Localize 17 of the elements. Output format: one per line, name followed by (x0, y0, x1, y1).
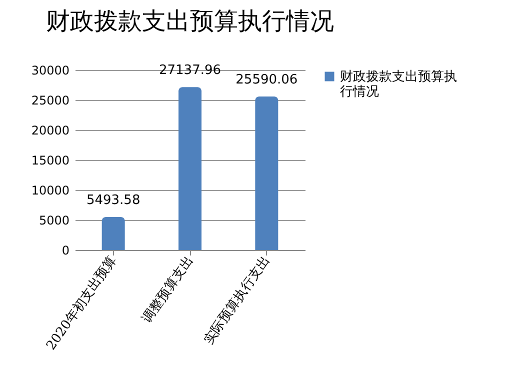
y-tick-label: 5000 (38, 214, 70, 228)
data-label: 5493.58 (86, 193, 140, 208)
bar (102, 217, 125, 250)
y-tick-label: 20000 (31, 124, 70, 138)
legend-label: 财政拨款支出预算执行情况 (340, 70, 457, 100)
data-label: 25590.06 (236, 72, 298, 88)
y-tick-label: 25000 (31, 94, 70, 108)
y-tick-label: 0 (62, 244, 70, 258)
y-tick-label: 15000 (31, 154, 70, 168)
bar (255, 96, 278, 250)
data-label: 27137.96 (158, 63, 222, 78)
x-tick-label: 实际预算执行支出 (201, 253, 274, 348)
x-tick-label: 调整预算支出 (140, 253, 197, 326)
y-tick-label: 10000 (31, 184, 70, 198)
chart-title: 财政拨款支出预算执行情况 (46, 7, 334, 35)
bar (178, 87, 202, 250)
y-tick-label: 30000 (31, 64, 70, 78)
